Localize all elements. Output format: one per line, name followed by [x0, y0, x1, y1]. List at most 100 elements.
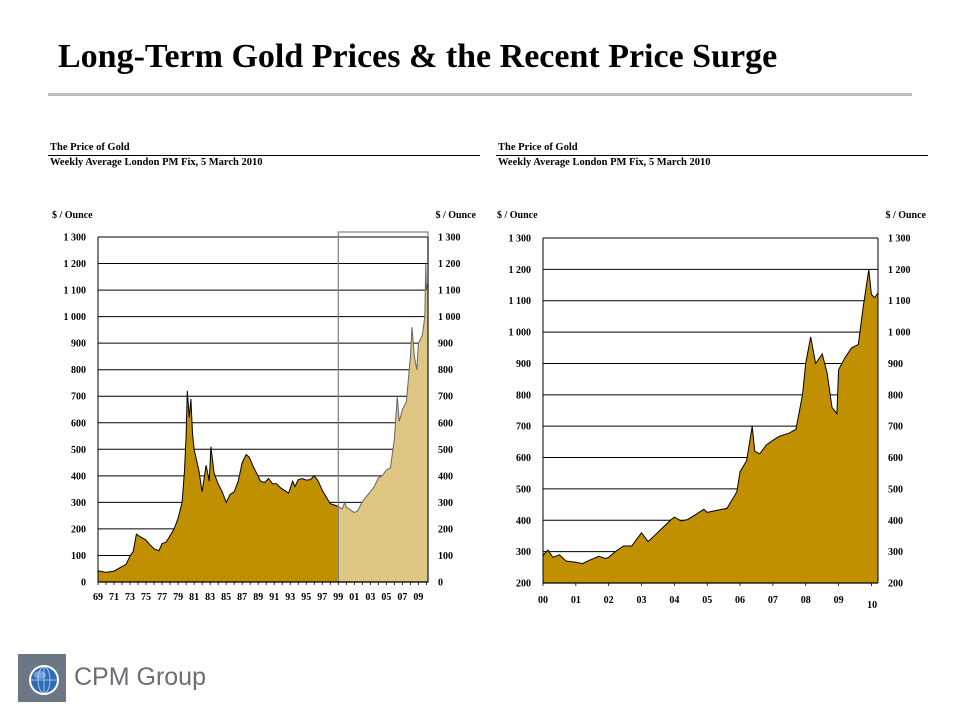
x-tick-label: 95 [301, 592, 311, 603]
y-tick-label-right: 300 [438, 498, 453, 509]
y-tick-label-right: 1 200 [888, 265, 911, 276]
y-tick-label-left: 1 100 [64, 286, 87, 297]
y-tick-label-right: 400 [438, 471, 453, 482]
price-line [97, 390, 339, 573]
x-tick-label: 09 [834, 595, 844, 606]
x-tick-label: 79 [173, 592, 183, 603]
y-tick-label-right: 300 [888, 547, 903, 558]
right-chart-subtitle: Weekly Average London PM Fix, 5 March 20… [498, 157, 711, 168]
x-tick-label: 89 [253, 592, 263, 603]
y-tick-label-left: 300 [516, 547, 531, 558]
y-axis-label-left: $ / Ounce [497, 210, 538, 221]
y-tick-label-right: 1 100 [888, 296, 911, 307]
y-tick-label-left: 1 200 [64, 259, 87, 270]
y-tick-label-left: 100 [71, 551, 86, 562]
y-tick-label-left: 1 300 [509, 234, 532, 245]
left-chart-title-rule [48, 155, 480, 156]
x-tick-label: 97 [317, 592, 327, 603]
y-tick-label-right: 900 [438, 339, 453, 350]
y-tick-label-right: 600 [438, 418, 453, 429]
y-tick-label-left: 700 [71, 392, 86, 403]
y-tick-label-right: 800 [438, 365, 453, 376]
y-tick-label-right: 900 [888, 359, 903, 370]
left-chart-subtitle: Weekly Average London PM Fix, 5 March 20… [50, 157, 263, 168]
x-tick-label: 04 [669, 595, 679, 606]
y-tick-label-left: 700 [516, 422, 531, 433]
y-tick-label-right: 1 000 [888, 328, 911, 339]
y-tick-label-left: 400 [516, 516, 531, 527]
price-area-highlighted [338, 263, 428, 582]
y-axis-label-right: $ / Ounce [885, 210, 926, 221]
x-tick-label: 93 [285, 592, 295, 603]
y-tick-label-right: 100 [438, 551, 453, 562]
y-tick-label-left: 500 [71, 445, 86, 456]
x-tick-label: 87 [237, 592, 247, 603]
y-tick-label-left: 600 [516, 453, 531, 464]
y-tick-label-left: 1 300 [64, 233, 87, 244]
y-tick-label-right: 700 [888, 422, 903, 433]
y-tick-label-left: 800 [71, 365, 86, 376]
price-line [542, 269, 879, 565]
slide-title: Long-Term Gold Prices & the Recent Price… [58, 38, 778, 75]
left-chart-title: The Price of Gold [50, 142, 130, 153]
x-tick-label: 06 [735, 595, 745, 606]
x-tick-label: 07 [397, 592, 407, 603]
y-tick-label-right: 1 000 [438, 312, 461, 323]
y-tick-label-left: 1 100 [509, 296, 532, 307]
x-tick-label: 08 [801, 595, 811, 606]
x-tick-label: 01 [571, 595, 581, 606]
y-tick-label-right: 800 [888, 390, 903, 401]
y-tick-label-left: 800 [516, 390, 531, 401]
y-tick-label-right: 400 [888, 516, 903, 527]
y-tick-label-left: 200 [516, 579, 531, 590]
x-tick-label: 00 [538, 595, 548, 606]
cpm-group-logo: CPM Group [18, 654, 206, 702]
price-area [543, 269, 878, 583]
logo-text: CPM Group [74, 663, 206, 691]
price-line-highlighted [338, 263, 429, 514]
y-tick-label-left: 500 [516, 484, 531, 495]
chart-long-term [97, 231, 429, 585]
y-tick-label-right: 1 200 [438, 259, 461, 270]
globe-icon [18, 654, 66, 702]
x-tick-label: 73 [125, 592, 135, 603]
y-tick-label-right: 0 [438, 578, 443, 589]
y-tick-label-left: 600 [71, 418, 86, 429]
x-tick-label: 10 [867, 600, 877, 611]
y-tick-label-left: 400 [71, 471, 86, 482]
y-tick-label-left: 300 [71, 498, 86, 509]
y-tick-label-right: 700 [438, 392, 453, 403]
y-tick-label-left: 900 [71, 339, 86, 350]
y-tick-label-right: 600 [888, 453, 903, 464]
x-tick-label: 05 [702, 595, 712, 606]
y-tick-label-right: 1 300 [438, 233, 461, 244]
x-tick-label: 01 [349, 592, 359, 603]
x-tick-label: 69 [93, 592, 103, 603]
chart-recent [542, 237, 879, 586]
y-tick-label-left: 0 [81, 578, 86, 589]
y-tick-label-right: 200 [438, 524, 453, 535]
x-tick-label: 09 [413, 592, 423, 603]
x-tick-label: 75 [141, 592, 151, 603]
x-tick-label: 81 [189, 592, 199, 603]
x-tick-label: 99 [333, 592, 343, 603]
x-tick-label: 03 [365, 592, 375, 603]
right-chart-title-rule [496, 155, 928, 156]
right-chart-title: The Price of Gold [498, 142, 578, 153]
y-tick-label-right: 1 300 [888, 234, 911, 245]
x-tick-label: 85 [221, 592, 231, 603]
price-area [98, 390, 339, 582]
y-tick-label-left: 200 [71, 524, 86, 535]
x-tick-label: 83 [205, 592, 215, 603]
y-tick-label-left: 900 [516, 359, 531, 370]
y-tick-label-left: 1 000 [509, 328, 532, 339]
title-rule [48, 93, 912, 96]
y-tick-label-right: 200 [888, 579, 903, 590]
x-tick-label: 77 [157, 592, 167, 603]
y-tick-label-right: 500 [438, 445, 453, 456]
x-tick-label: 03 [637, 595, 647, 606]
x-tick-label: 02 [604, 595, 614, 606]
x-tick-label: 05 [381, 592, 391, 603]
y-tick-label-right: 1 100 [438, 286, 461, 297]
